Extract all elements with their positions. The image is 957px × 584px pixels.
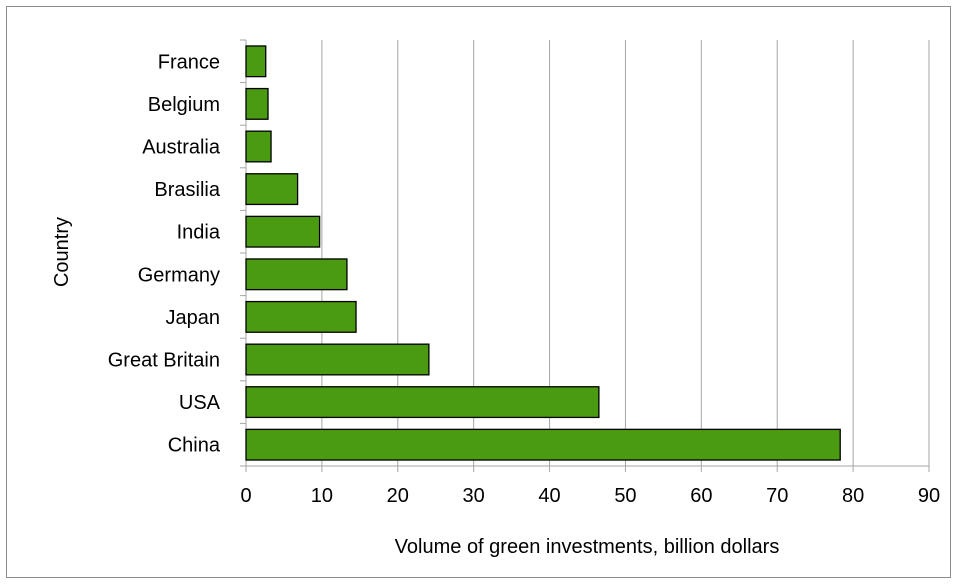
chart-frame — [6, 6, 951, 578]
y-tick-label: India — [177, 222, 221, 244]
y-tick-label: Brasilia — [154, 179, 220, 201]
y-tick-label: Great Britain — [108, 350, 220, 372]
y-tick-label: France — [158, 51, 220, 73]
bar-australia — [245, 130, 272, 163]
x-tick-label: 0 — [240, 485, 251, 507]
bar-usa — [245, 386, 600, 419]
y-tick-label: USA — [179, 392, 221, 414]
x-tick-label: 40 — [538, 485, 560, 507]
x-tick-label: 30 — [463, 485, 485, 507]
bar-india — [245, 215, 321, 248]
bar-belgium — [245, 87, 269, 120]
bar-great-britain — [245, 343, 430, 376]
x-tick-label: 70 — [766, 485, 788, 507]
x-tick-label: 60 — [690, 485, 712, 507]
bar-france — [245, 45, 267, 78]
y-tick-label: Japan — [166, 307, 221, 329]
bar-brasilia — [245, 173, 299, 206]
bar-layer — [245, 45, 841, 461]
x-axis-title: Volume of green investments, billion dol… — [395, 536, 780, 558]
x-tick-label: 90 — [918, 485, 940, 507]
x-tick-label: 80 — [842, 485, 864, 507]
y-tick-label: China — [168, 435, 221, 457]
label-layer: 0 10 20 30 40 50 60 70 80 90 France Belgium Australi… — [108, 51, 940, 507]
bar-germany — [245, 258, 348, 291]
x-tick-label: 10 — [311, 485, 333, 507]
bar-china — [245, 428, 841, 461]
bar-japan — [245, 300, 357, 333]
y-tick-label: Australia — [142, 137, 221, 159]
y-axis-title: Country — [51, 217, 73, 287]
y-tick-label: Belgium — [148, 94, 220, 116]
x-tick-label: 20 — [387, 485, 409, 507]
x-tick-label: 50 — [614, 485, 636, 507]
y-tick-label: Germany — [138, 264, 220, 286]
